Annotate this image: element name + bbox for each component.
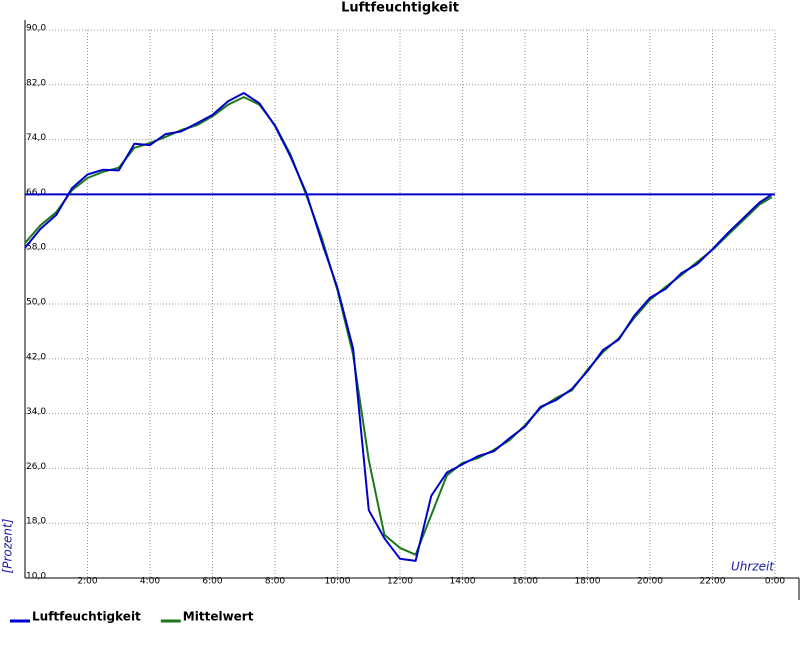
x-tick-label: 20:00 [637,577,663,587]
line-series [24,92,773,562]
x-tick-label: 12:00 [387,577,413,587]
x-tick-label: 8:00 [265,577,285,587]
line-series [24,96,773,556]
y-tick-label: 18,0 [26,517,46,527]
x-tick-label: 10:00 [325,577,351,587]
x-tick-label: 6:00 [202,577,222,587]
legend-label: Mittelwert [183,610,254,624]
x-tick-label: 2:00 [77,577,97,587]
legend-label: Luftfeuchtigkeit [32,610,141,624]
x-tick-label: 16:00 [512,577,538,587]
x-tick-label: 22:00 [700,577,726,587]
y-tick-label: 58,0 [26,243,46,253]
y-tick-label: 50,0 [26,298,46,308]
y-tick-label: 10,0 [26,572,46,582]
x-tick-label: 18:00 [575,577,601,587]
y-axis-title: [Prozent] [1,518,15,573]
y-tick-label: 82,0 [26,78,46,88]
y-tick-label: 42,0 [26,352,46,362]
y-tick-label: 74,0 [26,133,46,143]
x-tick-label: 0:00 [765,577,785,587]
x-tick-label: 14:00 [450,577,476,587]
y-tick-label: 34,0 [26,407,46,417]
y-tick-label: 26,0 [26,462,46,472]
y-tick-label: 66,0 [26,188,46,198]
chart-title: Luftfeuchtigkeit [341,1,459,16]
y-tick-label: 90,0 [26,24,46,34]
x-tick-label: 4:00 [140,577,160,587]
x-axis-title: Uhrzeit [731,560,775,574]
